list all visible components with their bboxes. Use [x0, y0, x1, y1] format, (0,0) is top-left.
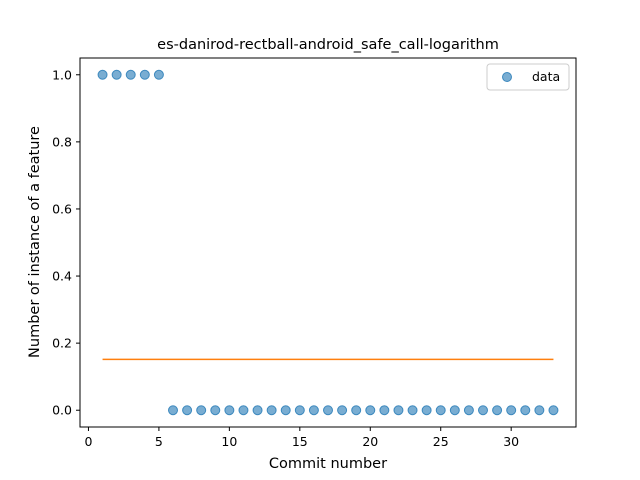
data-point: [139, 69, 150, 80]
data-point: [534, 405, 545, 416]
y-tick-label: 0.6: [52, 201, 72, 216]
y-tick-label: 0.2: [52, 336, 72, 351]
data-point: [407, 405, 418, 416]
plot-frame: [79, 57, 577, 428]
data-point: [266, 405, 277, 416]
data-point: [337, 405, 348, 416]
y-axis-label: Number of instance of a feature: [27, 126, 43, 358]
data-point: [463, 405, 474, 416]
data-point: [97, 69, 108, 80]
data-point: [125, 69, 136, 80]
data-point: [393, 405, 404, 416]
data-point: [182, 405, 193, 416]
legend: data: [486, 63, 570, 91]
legend-box: [486, 63, 570, 91]
chart-marks: [97, 69, 559, 416]
data-point: [351, 405, 362, 416]
data-point: [379, 405, 390, 416]
data-point: [520, 405, 531, 416]
y-tick-label: 0.4: [52, 269, 72, 284]
x-axis-label: Commit number: [269, 456, 387, 472]
legend-marker-data: [502, 72, 512, 82]
data-point: [492, 405, 503, 416]
x-axis: 0 5 10 15 20 25 30: [84, 427, 519, 449]
x-tick-label: 25: [433, 434, 449, 449]
x-tick-label: 0: [84, 434, 92, 449]
data-point: [210, 405, 221, 416]
data-point: [421, 405, 432, 416]
data-point: [168, 405, 178, 416]
x-tick-label: 10: [221, 434, 237, 449]
data-point: [294, 405, 305, 416]
data-point: [238, 405, 249, 416]
data-point: [435, 405, 446, 416]
data-point: [478, 405, 488, 416]
y-axis: 0.0 0.2 0.4 0.6 0.8 1.0: [52, 67, 80, 418]
data-point: [153, 69, 164, 80]
data-point: [548, 405, 559, 416]
x-tick-label: 5: [155, 434, 163, 449]
data-point: [252, 405, 263, 416]
x-tick-label: 30: [503, 434, 519, 449]
data-point: [111, 69, 122, 80]
plot-area: [80, 58, 576, 427]
data-point: [506, 405, 517, 416]
y-tick-label: 0.0: [52, 403, 72, 418]
y-tick-label: 0.8: [52, 134, 72, 149]
data-point: [224, 405, 235, 416]
data-point: [365, 405, 376, 416]
chart-title: es-danirod-rectball-android_safe_call-lo…: [157, 37, 499, 53]
data-point: [308, 405, 319, 416]
data-point: [196, 405, 207, 416]
y-tick-label: 1.0: [52, 67, 72, 82]
x-tick-label: 15: [292, 434, 308, 449]
data-point: [323, 405, 333, 416]
legend-label-data: data: [532, 69, 560, 84]
data-point: [280, 405, 291, 416]
data-point: [449, 405, 460, 416]
x-tick-label: 20: [362, 434, 378, 449]
